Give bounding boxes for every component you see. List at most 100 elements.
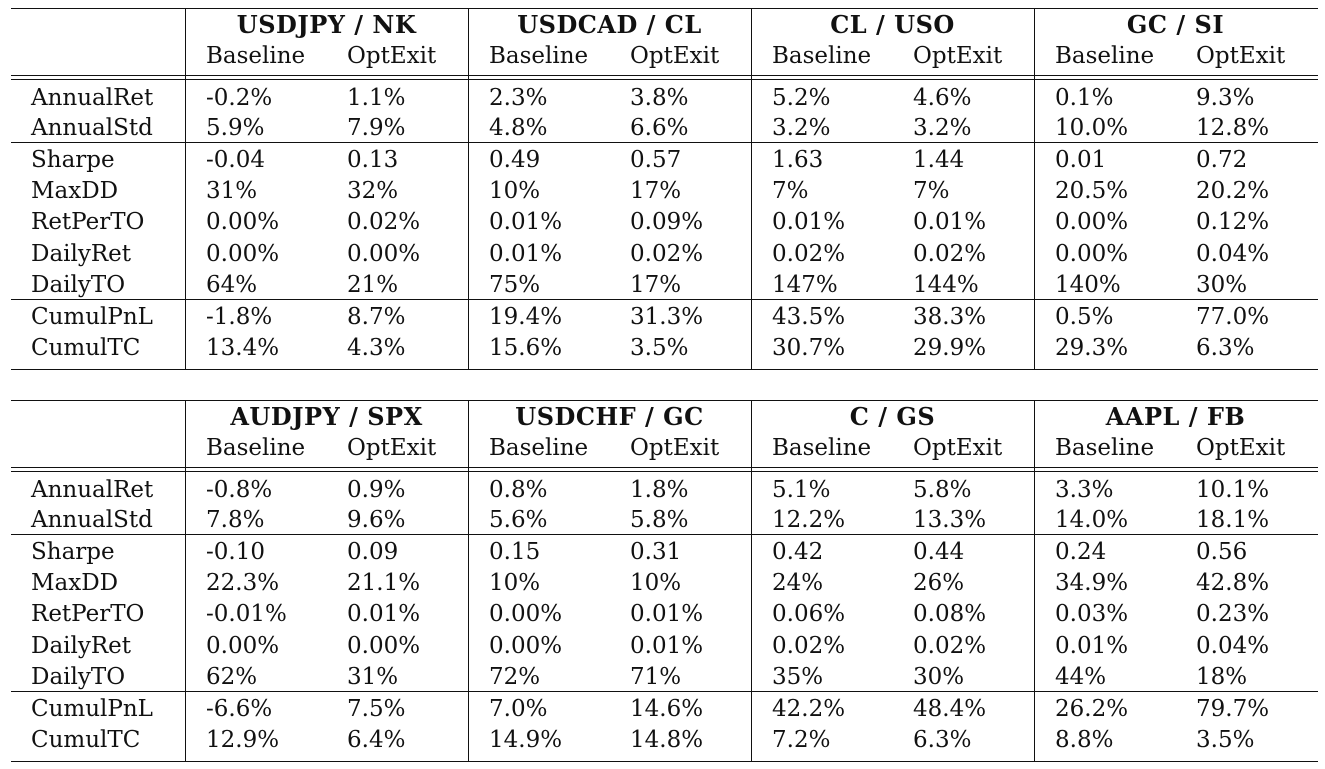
table-cell: 14.8% — [630, 727, 704, 753]
table-cell: 42.8% — [1196, 570, 1270, 596]
table-cell: 20.2% — [1196, 178, 1270, 204]
row-label: CumulPnL — [31, 696, 153, 722]
row-label: DailyTO — [31, 664, 126, 690]
subheader-baseline: Baseline — [489, 435, 589, 461]
subheader-baseline: Baseline — [1055, 435, 1155, 461]
table-cell: 10% — [489, 178, 541, 204]
column-separator — [751, 400, 752, 762]
table-cell: 79.7% — [1196, 696, 1270, 722]
table-cell: 0.08% — [913, 601, 987, 627]
row-label: MaxDD — [31, 570, 119, 596]
table-cell: 6.3% — [913, 727, 972, 753]
table-cell: 0.15 — [489, 539, 541, 565]
group-header: USDCHF / GC — [515, 402, 704, 431]
table-cell: 0.06% — [772, 601, 846, 627]
table-cell: 0.03% — [1055, 601, 1129, 627]
table-cell: 0.02% — [347, 209, 421, 235]
subheader-baseline: Baseline — [772, 435, 872, 461]
table-cell: 44% — [1055, 664, 1107, 690]
table-cell: 4.6% — [913, 85, 972, 111]
table-cell: 15.6% — [489, 335, 563, 361]
group-header: USDCAD / CL — [517, 10, 702, 39]
table-cell: 0.44 — [913, 539, 965, 565]
table-cell: 7.0% — [489, 696, 548, 722]
table-cell: 31% — [206, 178, 258, 204]
table-cell: 6.3% — [1196, 335, 1255, 361]
column-separator — [1034, 400, 1035, 762]
column-separator — [468, 400, 469, 762]
table-cell: 0.00% — [206, 209, 280, 235]
table-cell: 0.09% — [630, 209, 704, 235]
table-cell: 8.8% — [1055, 727, 1114, 753]
table-cell: 17% — [630, 178, 682, 204]
table-cell: 140% — [1055, 272, 1121, 298]
table-cell: 0.04% — [1196, 633, 1270, 659]
row-label: AnnualStd — [31, 115, 153, 141]
table-rule — [11, 691, 1318, 692]
table-rule — [11, 761, 1318, 762]
table-cell: 4.3% — [347, 335, 406, 361]
results-table-2: AUDJPY / SPX Baseline OptExit USDCHF / GC Ba… — [11, 400, 1318, 762]
subheader-baseline: Baseline — [772, 43, 872, 69]
subheader-optexit: OptExit — [630, 435, 720, 461]
table-cell: 21% — [347, 272, 399, 298]
row-label: CumulPnL — [31, 304, 153, 330]
table-cell: 0.01 — [1055, 147, 1107, 173]
table-rule — [11, 75, 1318, 76]
table-cell: 0.02% — [913, 633, 987, 659]
table-cell: 0.9% — [347, 477, 406, 503]
table-cell: 48.4% — [913, 696, 987, 722]
table-cell: 7.5% — [347, 696, 406, 722]
subheader-optexit: OptExit — [1196, 435, 1286, 461]
table-cell: 0.00% — [347, 633, 421, 659]
table-cell: 0.02% — [630, 241, 704, 267]
table-cell: 0.00% — [206, 633, 280, 659]
subheader-baseline: Baseline — [489, 43, 589, 69]
table-cell: 9.3% — [1196, 85, 1255, 111]
table-cell: 5.9% — [206, 115, 265, 141]
table-cell: 21.1% — [347, 570, 421, 596]
table-cell: 0.01% — [1055, 633, 1129, 659]
table-cell: 10% — [489, 570, 541, 596]
table-cell: 0.00% — [489, 601, 563, 627]
table-cell: 0.31 — [630, 539, 682, 565]
table-cell: 0.24 — [1055, 539, 1107, 565]
table-cell: 10.1% — [1196, 477, 1270, 503]
table-cell: 0.42 — [772, 539, 824, 565]
table-cell: 32% — [347, 178, 399, 204]
table-cell: -0.10 — [206, 539, 265, 565]
group-header: AUDJPY / SPX — [230, 402, 423, 431]
table-cell: 0.5% — [1055, 304, 1114, 330]
table-cell: 0.01% — [913, 209, 987, 235]
table-rule — [11, 534, 1318, 535]
table-cell: 7.8% — [206, 507, 265, 533]
table-cell: 147% — [772, 272, 838, 298]
table-cell: 29.3% — [1055, 335, 1129, 361]
table-cell: 0.01% — [630, 601, 704, 627]
row-label: DailyRet — [31, 633, 132, 659]
table-cell: 6.4% — [347, 727, 406, 753]
table-cell: 5.8% — [630, 507, 689, 533]
table-cell: 38.3% — [913, 304, 987, 330]
table-cell: 0.8% — [489, 477, 548, 503]
table-cell: 31% — [347, 664, 399, 690]
subheader-baseline: Baseline — [206, 43, 306, 69]
row-label: RetPerTO — [31, 209, 145, 235]
subheader-optexit: OptExit — [1196, 43, 1286, 69]
table-cell: 0.57 — [630, 147, 682, 173]
table-cell: 22.3% — [206, 570, 280, 596]
table-cell: 0.01% — [347, 601, 421, 627]
table-rule — [11, 79, 1318, 80]
table-cell: 7% — [772, 178, 809, 204]
group-header: C / GS — [849, 402, 936, 431]
table-cell: 0.04% — [1196, 241, 1270, 267]
table-cell: 6.6% — [630, 115, 689, 141]
table-cell: 0.09 — [347, 539, 399, 565]
row-label: Sharpe — [31, 147, 115, 173]
column-separator — [185, 400, 186, 762]
table-cell: 18% — [1196, 664, 1248, 690]
table-cell: 3.8% — [630, 85, 689, 111]
table-cell: 0.72 — [1196, 147, 1248, 173]
row-label: CumulTC — [31, 335, 141, 361]
table-cell: 24% — [772, 570, 824, 596]
